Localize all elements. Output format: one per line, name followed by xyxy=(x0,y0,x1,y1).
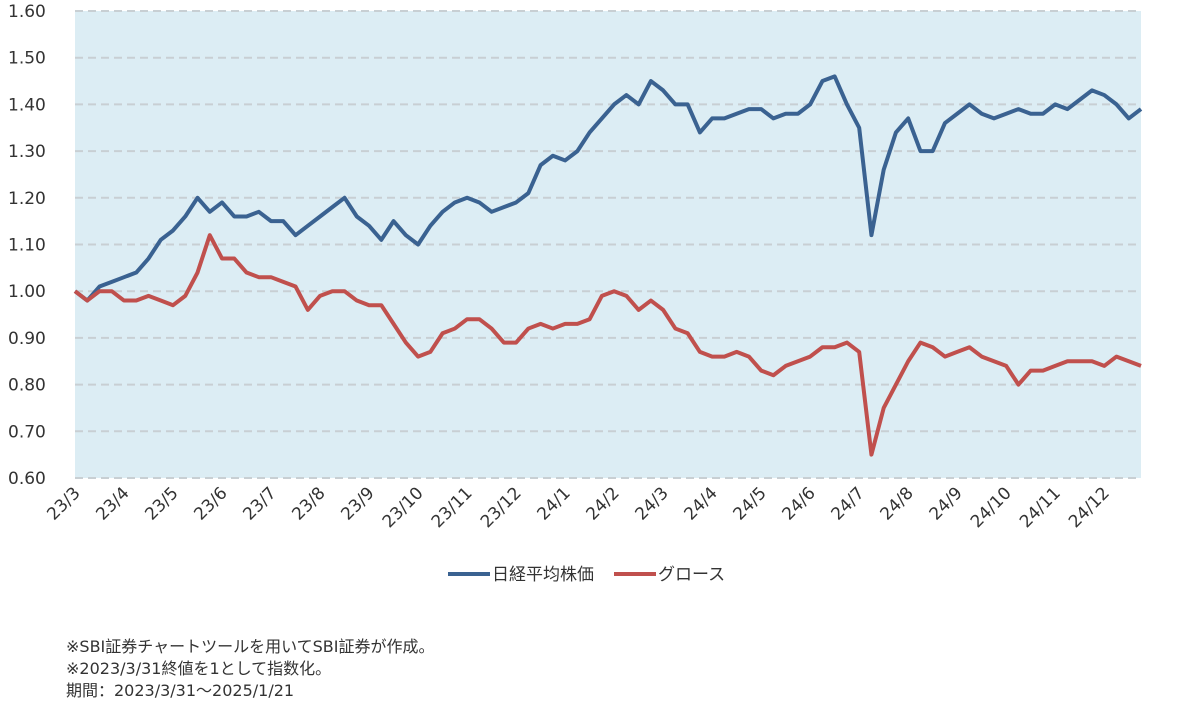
x-tick-label: 24/11 xyxy=(1016,483,1065,532)
y-tick-label: 1.60 xyxy=(8,2,46,22)
y-tick-label: 0.90 xyxy=(8,329,46,349)
y-tick-label: 1.30 xyxy=(8,142,46,162)
x-tick-label: 24/7 xyxy=(828,483,869,524)
x-tick-label: 24/4 xyxy=(681,483,722,524)
y-tick-label: 1.00 xyxy=(8,282,46,302)
x-tick-label: 24/2 xyxy=(583,483,624,524)
x-tick-label: 24/8 xyxy=(877,483,918,524)
y-tick-label: 1.40 xyxy=(8,95,46,115)
y-tick-label: 0.60 xyxy=(8,469,46,489)
x-tick-label: 24/12 xyxy=(1065,483,1114,532)
x-tick-label: 24/10 xyxy=(967,483,1016,532)
x-tick-label: 23/9 xyxy=(337,483,378,524)
note: ※2023/3/31終値を1として指数化。 xyxy=(66,659,331,678)
x-tick-label: 23/7 xyxy=(239,483,280,524)
note: ※SBI証券チャートツールを用いてSBI証券が作成。 xyxy=(66,637,434,656)
x-tick-label: 23/11 xyxy=(428,483,477,532)
x-tick-label: 23/4 xyxy=(92,483,133,524)
y-tick-label: 1.10 xyxy=(8,236,46,256)
y-tick-label: 0.70 xyxy=(8,422,46,442)
x-tick-label: 23/12 xyxy=(477,483,526,532)
series-line xyxy=(73,233,1142,457)
note: 期間：2023/3/31～2025/1/21 xyxy=(66,681,294,700)
x-tick-label: 24/6 xyxy=(779,483,820,524)
x-tick-label: 23/3 xyxy=(43,483,84,524)
legend-label: 日経平均株価 xyxy=(492,565,594,585)
x-tick-label: 23/6 xyxy=(190,483,231,524)
x-tick-label: 23/10 xyxy=(379,483,428,532)
x-tick-label: 23/8 xyxy=(288,483,329,524)
x-tick-label: 24/9 xyxy=(926,483,967,524)
series-line xyxy=(73,74,1143,303)
y-tick-label: 0.80 xyxy=(8,376,46,396)
x-tick-label: 24/3 xyxy=(632,483,673,524)
y-tick-label: 1.50 xyxy=(8,49,46,69)
y-tick-label: 1.20 xyxy=(8,189,46,209)
x-tick-label: 24/5 xyxy=(730,483,771,524)
x-tick-label: 23/5 xyxy=(141,483,182,524)
legend-label: グロース xyxy=(658,565,725,585)
x-tick-label: 24/1 xyxy=(534,483,575,524)
